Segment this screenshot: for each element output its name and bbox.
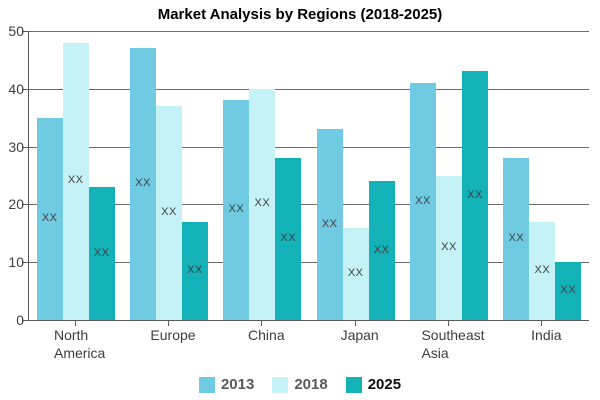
bar-2013-4 <box>410 83 436 320</box>
bar-2013-2 <box>223 100 250 320</box>
plot-area: XX XX XX XX XX XX XX XX XX XX XX XX XX XX XX XX XX XX <box>28 31 589 321</box>
bar-2013-5 <box>503 158 530 320</box>
bar-2018-2 <box>249 88 276 320</box>
y-axis-tick <box>22 262 28 264</box>
legend-item-2013: 2013 <box>198 376 255 393</box>
bar-2018-5 <box>529 221 556 320</box>
bar-value-label: XX <box>467 188 483 201</box>
bar-value-label: XX <box>67 174 84 187</box>
bar-value-label: XX <box>321 217 338 230</box>
bar-2025-3 <box>368 181 395 320</box>
bar-value-label: XX <box>441 240 457 253</box>
y-axis-tick <box>22 320 28 321</box>
bar-value-label: XX <box>93 246 110 259</box>
bar-2018-0 <box>62 42 89 320</box>
bar-2013-3 <box>316 129 343 320</box>
y-axis-tick <box>22 146 28 148</box>
bar-2025-2 <box>275 158 302 320</box>
legend-item-2018: 2018 <box>272 376 328 393</box>
x-axis-tick <box>168 321 169 326</box>
bar-value-label: XX <box>228 203 245 216</box>
bar-2025-1 <box>182 221 208 320</box>
x-axis-label: Europe <box>150 327 196 343</box>
y-axis-label: 10 <box>8 254 24 271</box>
legend-label-2018: 2018 <box>294 376 328 393</box>
bar-2018-3 <box>342 227 369 320</box>
x-axis-tick <box>541 321 543 326</box>
x-axis-tick <box>261 321 263 326</box>
bar-2025-5 <box>555 262 582 320</box>
x-axis-label: India <box>531 327 562 343</box>
legend: 2013 2018 2025 <box>0 376 600 393</box>
bar-value-label: XX <box>254 197 271 210</box>
gridline <box>29 262 589 264</box>
bar-2025-0 <box>88 187 115 320</box>
legend-swatch-2013 <box>198 376 215 393</box>
legend-swatch-2025 <box>345 376 362 393</box>
bar-2013-1 <box>130 48 156 320</box>
bar-value-label: XX <box>534 263 551 276</box>
bar-value-label: XX <box>41 211 58 224</box>
y-axis-label: 50 <box>8 23 24 39</box>
x-axis-tick <box>354 321 356 326</box>
y-axis-label: 40 <box>8 80 24 97</box>
gridline <box>29 204 589 206</box>
x-axis-label: North America <box>53 327 106 361</box>
y-axis-tick <box>22 88 28 90</box>
bar-value-label: XX <box>373 243 390 256</box>
y-axis-label: 0 <box>16 312 24 328</box>
bar-value-label: XX <box>508 232 525 245</box>
bar-2025-4 <box>462 71 488 320</box>
bar-value-label: XX <box>415 194 431 207</box>
bar-value-label: XX <box>560 284 577 297</box>
x-axis-label: Southeast Asia <box>421 327 485 361</box>
y-axis-label: 30 <box>8 138 24 155</box>
gridline <box>29 31 589 32</box>
bar-value-label: XX <box>161 206 177 219</box>
legend-label-2013: 2013 <box>220 376 255 393</box>
x-axis-tick <box>448 321 449 326</box>
y-axis-label: 20 <box>8 196 24 213</box>
x-axis-tick <box>74 321 76 326</box>
bar-2018-1 <box>156 106 182 320</box>
legend-item-2025: 2025 <box>345 376 402 393</box>
chart-title: Market Analysis by Regions (2018-2025) <box>157 6 443 23</box>
bar-value-label: XX <box>187 263 203 276</box>
bar-value-label: XX <box>280 232 297 245</box>
y-axis-tick <box>22 204 28 206</box>
x-axis-label: Japan <box>340 327 379 343</box>
bar-2013-0 <box>36 117 63 320</box>
gridline <box>29 146 589 148</box>
bar-value-label: XX <box>135 177 151 190</box>
x-axis-label: China <box>248 327 285 343</box>
bar-2018-4 <box>436 175 462 320</box>
gridline <box>29 88 589 90</box>
legend-label-2025: 2025 <box>367 376 402 393</box>
bar-value-label: XX <box>347 266 364 279</box>
y-axis-tick <box>22 31 28 32</box>
legend-swatch-2018 <box>272 376 289 393</box>
